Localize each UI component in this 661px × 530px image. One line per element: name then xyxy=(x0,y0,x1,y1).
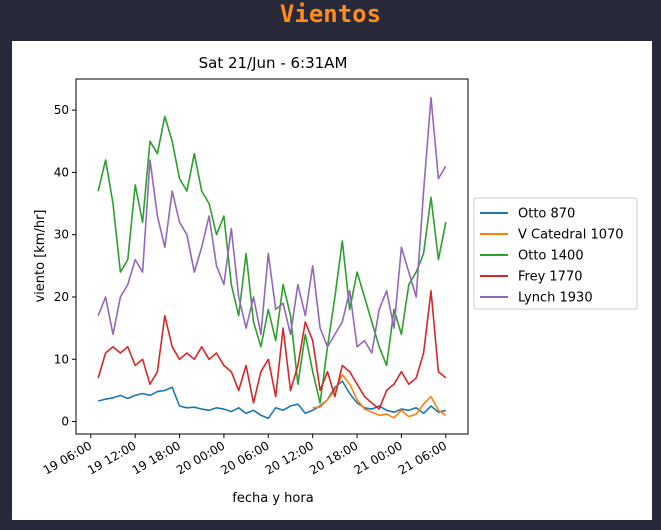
legend-label: Otto 870 xyxy=(518,207,575,222)
page-title: Vientos xyxy=(279,0,382,28)
x-tick-label: 19 06:00 xyxy=(41,438,94,477)
legend-label: Otto 1400 xyxy=(518,249,584,264)
plot-frame xyxy=(75,78,469,435)
series-line-2 xyxy=(97,115,447,404)
chart-title: Sat 21/Jun - 6:31AM xyxy=(199,54,348,72)
x-tick-label: 19 12:00 xyxy=(85,438,138,477)
y-tick-label: 0 xyxy=(61,415,69,429)
y-tick-label: 10 xyxy=(54,352,69,366)
series-lines xyxy=(97,96,447,420)
series-line-0 xyxy=(98,380,446,420)
x-axis-label: fecha y hora xyxy=(232,491,313,506)
y-axis-label: viento [km/hr] xyxy=(33,209,48,302)
legend-label: Lynch 1930 xyxy=(518,291,593,306)
line-chart: Sat 21/Jun - 6:31AM 0 10 20 30 40 50 19 06:00… xyxy=(33,54,638,506)
legend-label: Frey 1770 xyxy=(518,270,583,285)
y-axis: 0 10 20 30 40 50 xyxy=(54,103,76,429)
y-tick-label: 30 xyxy=(54,228,69,242)
y-tick-label: 20 xyxy=(54,290,69,304)
legend-label: V Catedral 1070 xyxy=(518,228,624,243)
x-tick-label: 19 18:00 xyxy=(130,438,183,477)
legend: Otto 870 V Catedral 1070 Otto 1400 Frey 177… xyxy=(473,197,638,310)
y-tick-label: 50 xyxy=(54,103,69,117)
legend-box xyxy=(473,197,638,310)
series-line-1 xyxy=(312,374,447,419)
y-tick-label: 40 xyxy=(54,165,69,179)
x-tick-label: 20 00:00 xyxy=(174,438,227,477)
x-tick-label: 20 12:00 xyxy=(263,438,316,477)
x-tick-label: 21 06:00 xyxy=(396,438,449,477)
series-line-4 xyxy=(97,96,447,354)
x-tick-label: 20 18:00 xyxy=(307,438,360,477)
chart-figure: Sat 21/Jun - 6:31AM 0 10 20 30 40 50 19 06:00… xyxy=(12,41,652,520)
x-tick-label: 20 06:00 xyxy=(218,438,271,477)
x-tick-label: 21 00:00 xyxy=(351,438,404,477)
series-line-3 xyxy=(97,290,447,410)
